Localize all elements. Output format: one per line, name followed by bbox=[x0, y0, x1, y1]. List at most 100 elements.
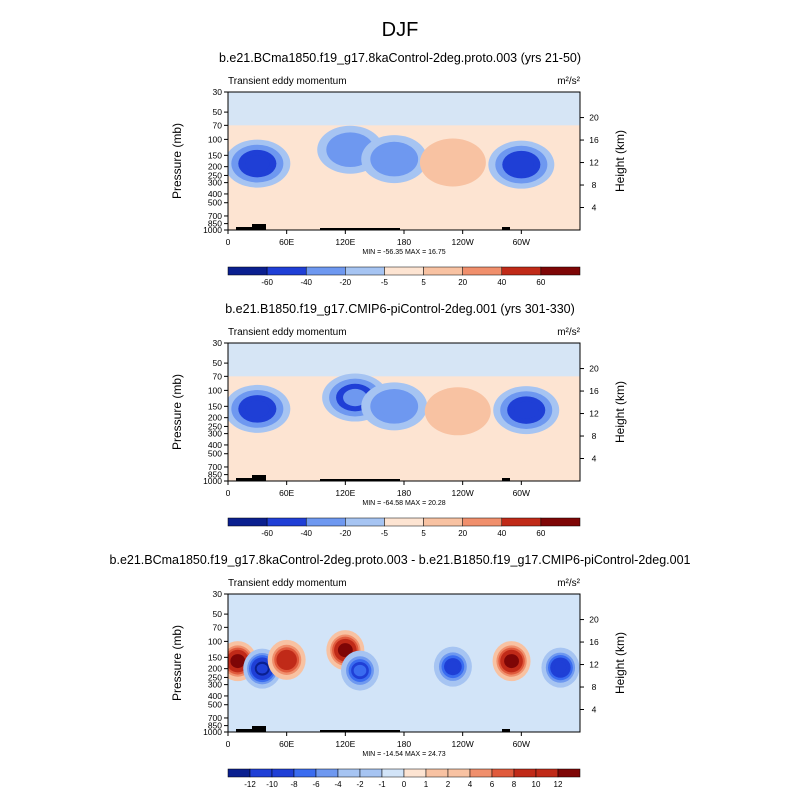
pressure-tick-label: 500 bbox=[208, 700, 222, 710]
height-tick-label: 8 bbox=[592, 431, 597, 441]
pressure-tick-label: 1000 bbox=[203, 225, 222, 235]
y-axis-label-height: Height (km) bbox=[613, 381, 627, 443]
height-tick-label: 20 bbox=[589, 364, 599, 374]
field-contours bbox=[228, 594, 580, 732]
topography-bar bbox=[502, 729, 510, 732]
height-tick-label: 12 bbox=[589, 158, 599, 168]
panel-2: b.e21.B1850.f19_g17.CMIP6-piControl-2deg… bbox=[170, 302, 627, 538]
colorbar-box bbox=[491, 768, 515, 778]
colorbar-box bbox=[345, 517, 385, 527]
colorbar-box bbox=[384, 517, 424, 527]
colorbar-box bbox=[381, 768, 405, 778]
pressure-tick-label: 30 bbox=[213, 589, 223, 599]
y-axis-label-pressure: Pressure (mb) bbox=[170, 374, 184, 450]
upper-band bbox=[228, 343, 580, 377]
y-axis-label-pressure: Pressure (mb) bbox=[170, 123, 184, 199]
height-tick-label: 16 bbox=[589, 135, 599, 145]
upper-band bbox=[228, 594, 580, 628]
pressure-tick-label: 300 bbox=[208, 680, 222, 690]
colorbar-label: -5 bbox=[381, 278, 389, 287]
colorbar: -60 -40 -20 -5 5 20 40 60 bbox=[227, 266, 581, 287]
variable-label: Transient eddy momentum bbox=[228, 76, 347, 87]
pressure-tick-label: 400 bbox=[208, 440, 222, 450]
x-tick-label: 0 bbox=[226, 739, 231, 749]
contour-feature bbox=[335, 139, 366, 161]
colorbar-label: -10 bbox=[266, 780, 278, 789]
colorbar-label: -40 bbox=[300, 529, 312, 538]
pressure-tick-label: 500 bbox=[208, 198, 222, 208]
min-max-stats: MIN = -14.54 MAX = 24.73 bbox=[362, 751, 445, 758]
colorbar-box bbox=[266, 266, 307, 276]
colorbar-label: 60 bbox=[536, 278, 545, 287]
contour-feature bbox=[339, 645, 351, 655]
colorbar-box bbox=[540, 266, 581, 276]
height-tick-label: 8 bbox=[592, 180, 597, 190]
pressure-tick-label: 250 bbox=[208, 170, 222, 180]
x-tick-label: 120W bbox=[452, 739, 474, 749]
contour-feature bbox=[509, 155, 534, 174]
pressure-tick-label: 50 bbox=[213, 107, 223, 117]
pressure-tick-label: 850 bbox=[208, 219, 222, 229]
topography-bar bbox=[236, 729, 252, 732]
colorbar-box bbox=[423, 266, 463, 276]
colorbar-box bbox=[249, 768, 273, 778]
x-tick-label: 0 bbox=[226, 237, 231, 247]
height-tick-label: 20 bbox=[589, 615, 599, 625]
colorbar-box bbox=[271, 768, 295, 778]
height-tick-label: 20 bbox=[589, 113, 599, 123]
pressure-tick-label: 100 bbox=[208, 385, 222, 395]
panel-title: b.e21.BCma1850.f19_g17.8kaControl-2deg.p… bbox=[219, 51, 581, 65]
colorbar-box bbox=[315, 768, 339, 778]
contour-feature bbox=[446, 660, 460, 673]
height-tick-label: 16 bbox=[589, 386, 599, 396]
topography-bar bbox=[252, 475, 266, 481]
units-label: m²/s² bbox=[557, 76, 580, 87]
x-tick-label: 60E bbox=[279, 237, 294, 247]
field-contours bbox=[228, 343, 580, 481]
colorbar-label: 5 bbox=[421, 278, 426, 287]
colorbar-box bbox=[384, 266, 424, 276]
y-axis-label-pressure: Pressure (mb) bbox=[170, 625, 184, 701]
pressure-tick-label: 500 bbox=[208, 449, 222, 459]
colorbar-label: -40 bbox=[300, 278, 312, 287]
pressure-tick-label: 50 bbox=[213, 609, 223, 619]
colorbar-box bbox=[540, 517, 581, 527]
y-axis-label-height: Height (km) bbox=[613, 130, 627, 192]
colorbar-label: 1 bbox=[424, 780, 429, 789]
colorbar-label: -2 bbox=[356, 780, 364, 789]
colorbar-label: 60 bbox=[536, 529, 545, 538]
contour-feature bbox=[506, 656, 518, 666]
contour-feature bbox=[245, 154, 270, 173]
units-label: m²/s² bbox=[557, 578, 580, 589]
colorbar-box bbox=[425, 768, 449, 778]
pressure-tick-label: 30 bbox=[213, 87, 223, 97]
x-tick-label: 60W bbox=[513, 237, 530, 247]
colorbar-box bbox=[227, 768, 251, 778]
variable-label: Transient eddy momentum bbox=[228, 327, 347, 338]
height-tick-label: 4 bbox=[592, 705, 597, 715]
pressure-tick-label: 250 bbox=[208, 672, 222, 682]
topography-bar bbox=[502, 227, 510, 230]
pressure-tick-label: 200 bbox=[208, 664, 222, 674]
pressure-tick-label: 50 bbox=[213, 358, 223, 368]
colorbar-label: 6 bbox=[490, 780, 495, 789]
contour-feature bbox=[232, 656, 244, 666]
field-contours bbox=[228, 92, 580, 230]
colorbar-box bbox=[469, 768, 493, 778]
colorbar-label: -12 bbox=[244, 780, 256, 789]
colorbar-label: 2 bbox=[446, 780, 451, 789]
topography-bar bbox=[320, 730, 400, 732]
pressure-tick-label: 200 bbox=[208, 162, 222, 172]
pressure-tick-label: 700 bbox=[208, 713, 222, 723]
variable-label: Transient eddy momentum bbox=[228, 578, 347, 589]
panel-1: b.e21.BCma1850.f19_g17.8kaControl-2deg.p… bbox=[170, 51, 627, 287]
colorbar-box bbox=[359, 768, 383, 778]
colorbar-label: -6 bbox=[312, 780, 320, 789]
colorbar-label: -60 bbox=[261, 529, 273, 538]
min-max-stats: MIN = -64.58 MAX = 20.28 bbox=[362, 500, 445, 507]
colorbar-box bbox=[345, 266, 385, 276]
contour-feature bbox=[280, 654, 293, 666]
upper-band bbox=[228, 92, 580, 126]
topography-bar bbox=[252, 224, 266, 230]
pressure-tick-label: 1000 bbox=[203, 476, 222, 486]
